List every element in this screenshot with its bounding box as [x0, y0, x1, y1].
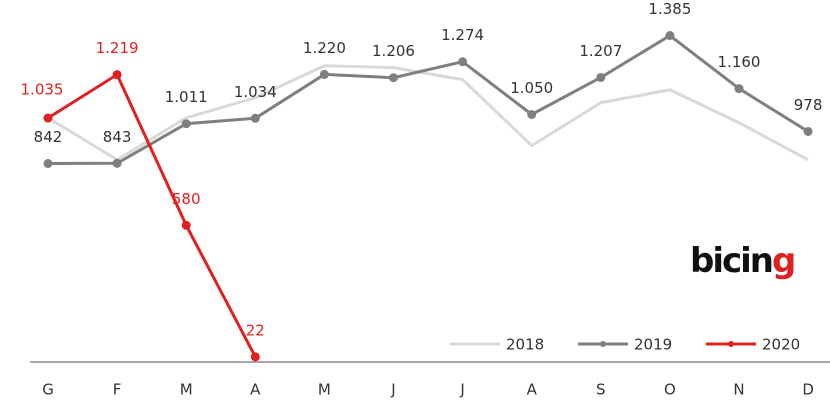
x-tick-label: J [459, 381, 464, 399]
point [389, 73, 398, 83]
logo: bicing [690, 241, 794, 281]
point [43, 113, 53, 123]
x-tick-label: A [527, 381, 538, 399]
point [112, 158, 122, 168]
data-label: 843 [103, 128, 132, 146]
x-tick-label: A [250, 381, 261, 399]
x-tick-label: M [180, 381, 193, 399]
data-label: 1.219 [96, 39, 139, 57]
point [250, 113, 260, 123]
legend-label: 2020 [762, 336, 800, 354]
data-label: 842 [34, 128, 63, 146]
point [458, 57, 468, 67]
data-label: 580 [172, 190, 201, 208]
x-tick-label: J [390, 381, 395, 399]
point [181, 119, 191, 129]
data-label: 1.206 [372, 42, 415, 60]
data-label: 1.220 [303, 39, 346, 57]
series-line [47, 33, 809, 166]
data-label: 1.035 [21, 81, 64, 99]
x-tick-label: S [596, 381, 606, 399]
data-label: 1.034 [234, 83, 277, 101]
point [596, 72, 606, 82]
data-label: 1.274 [441, 26, 484, 44]
x-tick-label: G [42, 381, 54, 399]
x-tick-label: D [802, 381, 814, 399]
point [665, 31, 675, 41]
point [319, 69, 329, 79]
data-label: 22 [246, 321, 265, 339]
legend-marker [600, 341, 606, 347]
series-line [47, 72, 257, 358]
data-label: 978 [794, 96, 823, 114]
x-tick-label: M [318, 381, 331, 399]
point [803, 126, 813, 136]
series-line [47, 64, 809, 162]
data-label: 1.160 [718, 53, 761, 71]
data-label: 1.385 [648, 0, 691, 18]
point [527, 110, 537, 119]
legend-marker [728, 341, 734, 347]
legend-label: 2018 [506, 336, 544, 354]
x-tick-label: O [664, 381, 676, 399]
point [43, 159, 53, 169]
logo-text: bicin [690, 241, 772, 281]
legend-label: 2019 [634, 336, 672, 354]
data-label: 1.050 [510, 79, 553, 97]
point [250, 352, 260, 362]
point [181, 220, 191, 230]
point [112, 70, 122, 80]
x-tick-label: N [733, 381, 744, 399]
x-tick-label: F [113, 381, 122, 399]
data-label: 1.207 [579, 42, 622, 60]
data-label: 1.011 [165, 88, 208, 106]
logo-text: g [772, 241, 794, 281]
point [734, 84, 744, 94]
